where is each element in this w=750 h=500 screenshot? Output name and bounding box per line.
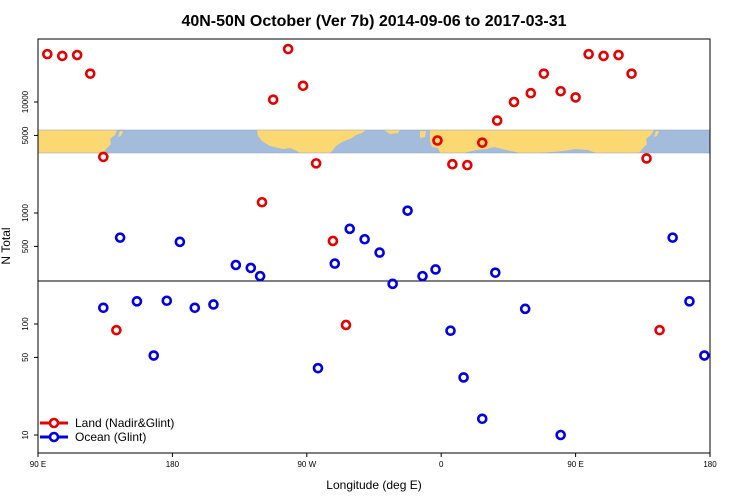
x-tick-label-0: 90 E — [30, 460, 46, 469]
x-axis-label: Longitude (deg E) — [326, 478, 421, 492]
y-axis: 10 50 100 500 1000 5000 10000 — [21, 90, 38, 439]
y-axis-label: N Total — [0, 227, 13, 264]
land-point-5 — [111, 324, 122, 336]
map-land-greenland — [384, 130, 400, 134]
land-point-14 — [447, 158, 458, 170]
chart-title: 40N-50N October (Ver 7b) 2014-09-06 to 2… — [181, 13, 566, 30]
plot-frame — [37, 38, 711, 454]
y-tick-label-1: 50 — [21, 352, 30, 361]
ocean-point-3 — [148, 350, 160, 361]
land-point-8 — [282, 43, 294, 55]
y-tick-label-3: 500 — [21, 239, 30, 253]
land-point-15 — [462, 159, 473, 171]
land-point-28 — [654, 324, 665, 336]
land-point-27 — [641, 153, 652, 164]
ocean-point-17 — [402, 205, 413, 216]
land-point-24 — [598, 50, 609, 62]
legend-land-label: Land (Nadir&Glint) — [75, 416, 174, 430]
ocean-point-15 — [374, 247, 385, 258]
ocean-point-19 — [430, 264, 441, 275]
y-tick-label-0: 10 — [21, 430, 30, 439]
ocean-point-8 — [230, 259, 242, 271]
land-point-9 — [297, 80, 309, 92]
ocean-point-11 — [312, 362, 324, 374]
land-point-25 — [613, 49, 624, 61]
land-point-22 — [570, 92, 581, 103]
ocean-point-0 — [98, 302, 109, 314]
land-point-2 — [71, 49, 83, 61]
y-tick-label-6: 10000 — [21, 90, 30, 113]
ocean-point-18 — [417, 270, 428, 282]
x-tick-label-5: 180 — [703, 460, 717, 469]
ocean-point-1 — [114, 232, 126, 243]
legend-land-marker — [48, 417, 60, 429]
ocean-point-10 — [254, 270, 266, 282]
ocean-point-21 — [458, 372, 469, 383]
ocean-point-22 — [476, 413, 488, 425]
y-tick-label-5: 5000 — [21, 126, 30, 144]
ocean-point-2 — [131, 296, 143, 307]
legend-ocean-marker — [48, 431, 60, 443]
land-point-6 — [256, 196, 268, 208]
map-land-islands-east — [654, 131, 659, 137]
land-point-17 — [491, 115, 503, 126]
ocean-point-7 — [208, 299, 219, 310]
legend-ocean-label: Ocean (Glint) — [75, 430, 146, 444]
land-point-0 — [42, 48, 53, 60]
ocean-point-13 — [344, 223, 356, 235]
x-tick-label-4: 90 E — [567, 460, 583, 469]
land-point-4 — [98, 151, 109, 163]
map-land-asia-west — [38, 130, 117, 153]
ocean-point-27 — [684, 296, 695, 307]
land-point-26 — [626, 68, 637, 79]
x-axis: 90 E 180 90 W 0 90 E 180 — [30, 453, 717, 469]
ocean-point-9 — [245, 262, 257, 274]
y-tick-label-2: 100 — [21, 317, 30, 331]
ocean-point-26 — [667, 232, 678, 243]
ocean-point-14 — [359, 233, 370, 245]
ocean-point-28 — [699, 350, 710, 361]
x-tick-label-1: 180 — [166, 460, 180, 469]
legend: Land (Nadir&Glint)Ocean (Glint) — [40, 416, 174, 444]
land-point-23 — [583, 48, 594, 60]
land-point-18 — [508, 96, 520, 108]
land-point-10 — [310, 158, 322, 169]
ocean-point-16 — [387, 278, 398, 290]
land-point-13 — [432, 135, 443, 146]
ocean-point-24 — [519, 303, 531, 315]
land-point-20 — [538, 68, 550, 79]
world-map-band — [38, 129, 710, 154]
ocean-point-5 — [174, 236, 186, 248]
land-point-19 — [525, 87, 537, 99]
land-point-7 — [267, 94, 279, 105]
x-tick-label-3: 0 — [439, 460, 444, 469]
land-point-11 — [327, 235, 339, 247]
map-land-islands-west — [118, 131, 123, 137]
ocean-point-6 — [189, 302, 201, 314]
ocean-point-29 — [715, 297, 723, 305]
map-land-eurasia — [430, 130, 654, 153]
x-tick-label-2: 90 W — [297, 460, 316, 469]
land-point-16 — [476, 137, 488, 148]
y-tick-label-4: 1000 — [21, 204, 30, 222]
data-points — [42, 43, 723, 441]
land-point-12 — [340, 319, 352, 331]
map-land-britain — [420, 131, 426, 138]
ocean-point-25 — [555, 429, 566, 441]
map-land-north-america — [257, 130, 366, 153]
land-point-3 — [84, 68, 96, 79]
ocean-point-4 — [161, 295, 173, 307]
ocean-point-20 — [445, 325, 456, 337]
land-point-1 — [56, 50, 68, 62]
ocean-point-23 — [490, 267, 501, 278]
ocean-point-12 — [329, 258, 341, 269]
land-point-21 — [555, 85, 566, 97]
